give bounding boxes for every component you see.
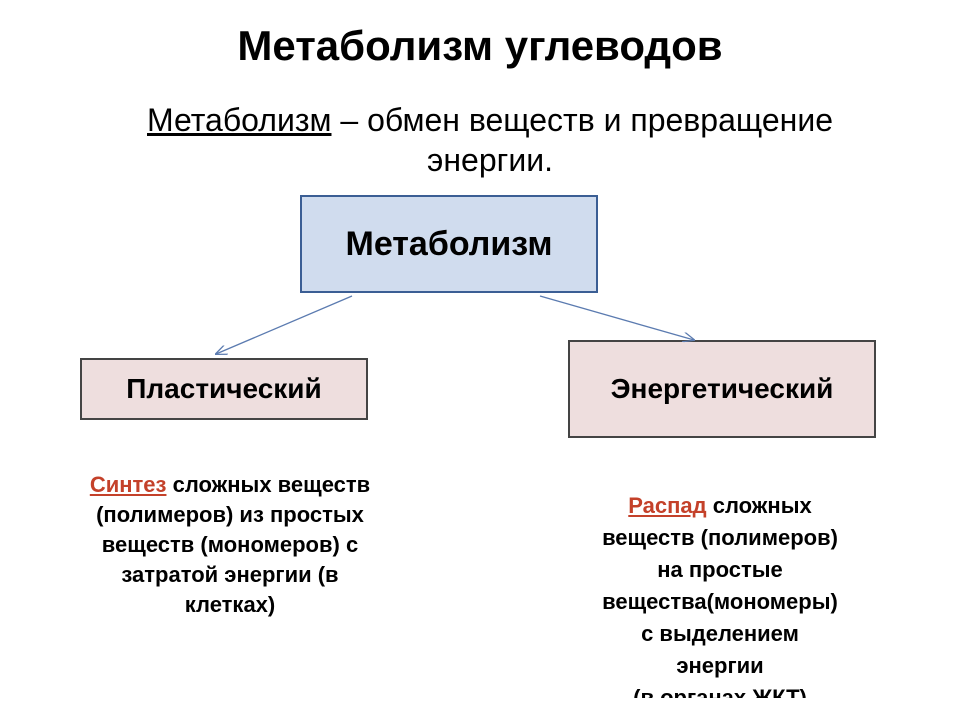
- right-desc-line: вещества(мономеры): [540, 586, 900, 618]
- definition-rest: – обмен веществ и превращение энергии.: [331, 102, 833, 178]
- arrow-to-plastic: [216, 296, 352, 354]
- slide-title: Метаболизм углеводов: [0, 22, 960, 70]
- definition-term: Метаболизм: [147, 102, 331, 138]
- right-desc-cutoff: (в органах ЖКТ): [540, 682, 900, 698]
- arrow-to-energetic: [540, 296, 694, 340]
- right-keyword-decay: Распад: [628, 493, 706, 518]
- right-desc-line: сложных: [707, 493, 812, 518]
- slide-diagram: { "title": { "text": "Метаболизм углевод…: [0, 0, 960, 720]
- center-node-label: Метаболизм: [346, 225, 553, 264]
- left-node-label: Пластический: [126, 373, 321, 405]
- right-node-energetic: Энергетический: [568, 340, 876, 438]
- right-desc-line: с выделением: [540, 618, 900, 650]
- right-description: Распад сложных веществ (полимеров)на прос…: [540, 490, 900, 698]
- left-description: Синтез сложных веществ (полимеров) из пр…: [80, 470, 380, 620]
- right-node-label: Энергетический: [611, 373, 834, 405]
- center-node-metabolism: Метаболизм: [300, 195, 598, 293]
- right-desc-line: энергии: [540, 650, 900, 682]
- right-desc-line: на простые: [540, 554, 900, 586]
- left-keyword-synthesis: Синтез: [90, 472, 167, 497]
- definition-text: Метаболизм – обмен веществ и превращение…: [140, 100, 840, 180]
- left-node-plastic: Пластический: [80, 358, 368, 420]
- right-desc-line: веществ (полимеров): [540, 522, 900, 554]
